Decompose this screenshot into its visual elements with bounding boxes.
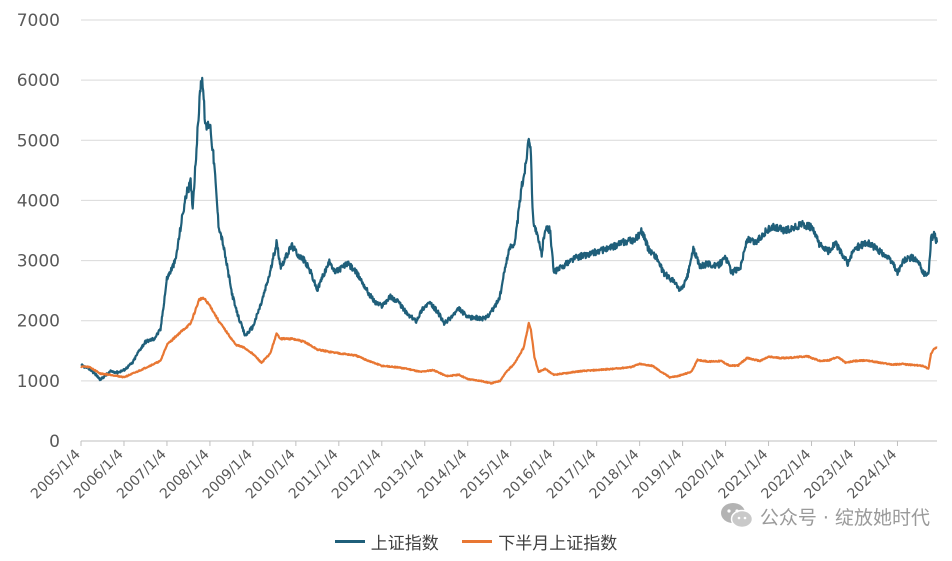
legend-label-shanghai-index: 上证指数 [370,534,439,554]
y-tick-label: 7000 [17,11,60,31]
y-tick-label: 5000 [17,131,60,151]
y-tick-label: 1000 [17,372,60,392]
y-tick-label: 3000 [17,252,60,272]
series-line-second-half-index [80,296,938,385]
y-tick-label: 4000 [17,191,60,211]
x-axis-ticks: 2005/1/42006/1/42007/1/42008/1/42009/1/4… [28,441,900,502]
y-axis-ticks: 0 1000 2000 3000 4000 5000 6000 7000 [17,11,60,452]
legend-item-shanghai-index: 上证指数 [334,529,439,554]
y-tick-label: 6000 [17,71,60,91]
y-tick-label: 2000 [17,312,60,332]
legend-swatch-shanghai-index [334,540,365,543]
y-tick-label: 0 [49,432,60,452]
legend-swatch-second-half-index [462,540,493,543]
legend: 上证指数 下半月上证指数 [0,528,952,554]
legend-item-second-half-index: 下半月上证指数 [462,529,617,554]
watermark: 公众号 · 绽放她时代 [720,502,930,530]
gridlines [81,19,937,382]
series-line-shanghai-index [80,76,939,382]
legend-label-second-half-index: 下半月上证指数 [498,534,618,554]
series-lines [80,76,939,385]
wechat-icon [720,503,754,529]
watermark-text: 公众号 · 绽放她时代 [759,506,930,529]
